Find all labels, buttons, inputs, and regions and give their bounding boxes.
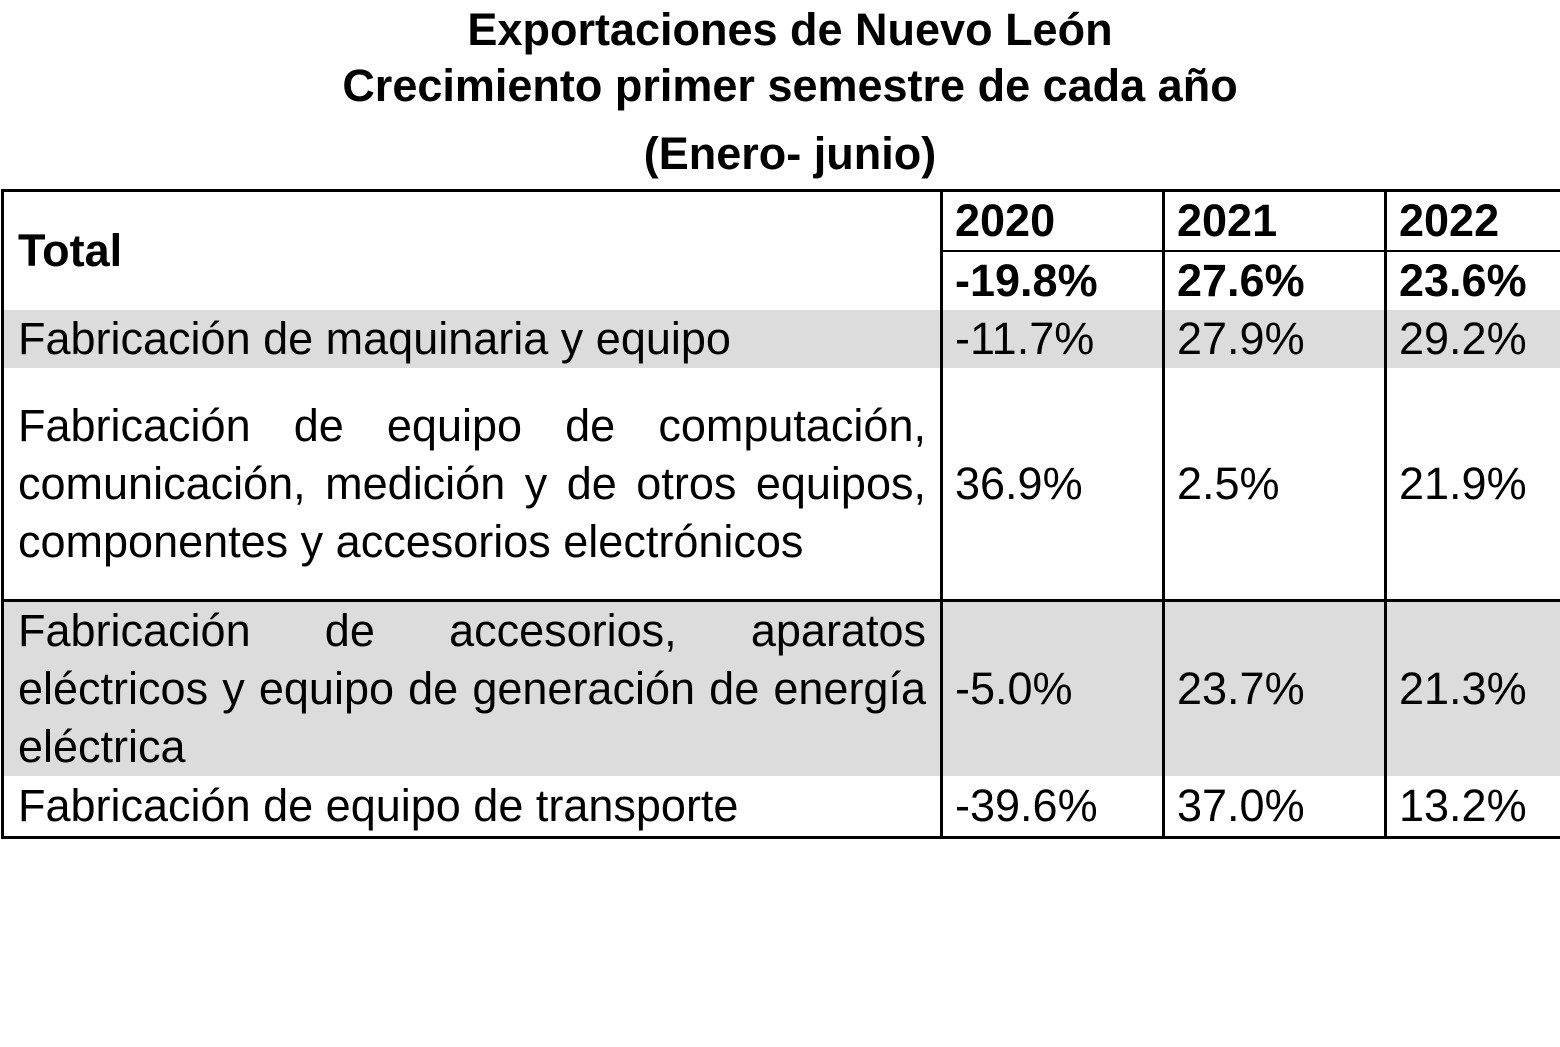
row-label-energia: Fabricación de accesorios, aparatos eléc… (1, 599, 943, 776)
row-label-maquinaria: Fabricación de maquinaria y equipo (1, 310, 943, 368)
year-header-row: Total 2020 2021 2022 (1, 189, 1560, 310)
year-header-2020: 2020 (941, 189, 1165, 252)
title-line-2: Crecimiento primer semestre de cada año (342, 60, 1238, 111)
row-value-2021: 2.5% (1163, 368, 1387, 601)
row-value-2021: 27.9% (1163, 310, 1387, 368)
title-line-3: (Enero- junio) (643, 128, 937, 179)
row-label-transporte: Fabricación de equipo de transporte (1, 776, 943, 839)
row-label-computacion: Fabricación de equipo de computación, co… (1, 368, 943, 601)
total-2022: 23.6% (1399, 255, 1527, 306)
table-row: Fabricación de maquinaria y equipo -11.7… (1, 310, 1560, 368)
table-row: Fabricación de equipo de transporte -39.… (1, 776, 1560, 839)
row-value-2022: 13.2% (1385, 776, 1560, 839)
row-value-2022: 29.2% (1385, 310, 1560, 368)
title-line-1: Exportaciones de Nuevo León (467, 4, 1113, 55)
row-value-2022: 21.3% (1385, 599, 1560, 776)
total-label: Total (1, 189, 943, 310)
row-value-2022: 21.9% (1399, 457, 1527, 509)
total-2021: 27.6% (1163, 251, 1387, 310)
table-row: Fabricación de accesorios, aparatos eléc… (1, 599, 1560, 776)
total-row: -19.8% 27.6% 23.6% (3, 251, 1560, 310)
exports-growth-table: Total 2020 2021 2022 -19.8% 27.6% 23.6% … (1, 189, 1560, 839)
row-value-2020: -5.0% (941, 599, 1165, 776)
row-value-2021: 23.7% (1163, 599, 1387, 776)
row-value-2020: -11.7% (941, 310, 1165, 368)
year-header-2022: 2022 (1385, 189, 1560, 252)
year-header-2021: 2021 (1163, 189, 1387, 252)
row-value-2021: 37.0% (1163, 776, 1387, 839)
total-2020: -19.8% (941, 251, 1165, 310)
table-row: Fabricación de equipo de computación, co… (1, 368, 1560, 601)
row-value-2020: -39.6% (941, 776, 1165, 839)
row-value-2020: 36.9% (941, 368, 1165, 601)
